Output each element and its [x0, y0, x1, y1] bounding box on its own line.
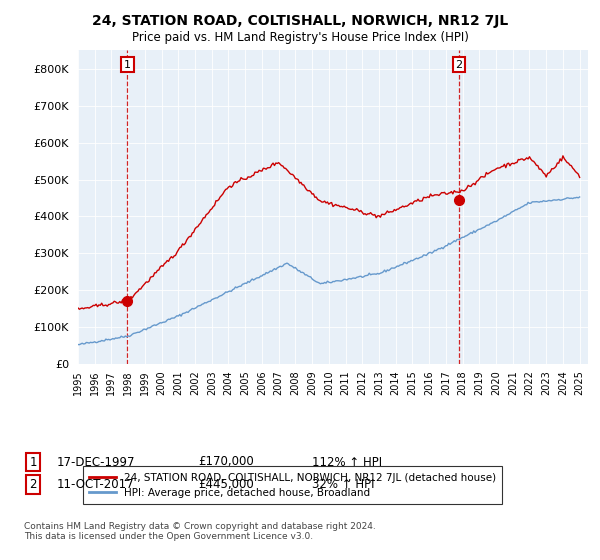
Text: 17-DEC-1997: 17-DEC-1997: [57, 455, 136, 469]
Legend: 24, STATION ROAD, COLTISHALL, NORWICH, NR12 7JL (detached house), HPI: Average p: 24, STATION ROAD, COLTISHALL, NORWICH, N…: [83, 466, 502, 504]
Text: 24, STATION ROAD, COLTISHALL, NORWICH, NR12 7JL: 24, STATION ROAD, COLTISHALL, NORWICH, N…: [92, 14, 508, 28]
Text: 32% ↑ HPI: 32% ↑ HPI: [312, 478, 374, 491]
Text: 1: 1: [29, 455, 37, 469]
Text: Contains HM Land Registry data © Crown copyright and database right 2024.
This d: Contains HM Land Registry data © Crown c…: [24, 522, 376, 542]
Text: 112% ↑ HPI: 112% ↑ HPI: [312, 455, 382, 469]
Text: Price paid vs. HM Land Registry's House Price Index (HPI): Price paid vs. HM Land Registry's House …: [131, 31, 469, 44]
Text: 11-OCT-2017: 11-OCT-2017: [57, 478, 134, 491]
Text: £445,000: £445,000: [198, 478, 254, 491]
Text: £170,000: £170,000: [198, 455, 254, 469]
Text: 2: 2: [29, 478, 37, 491]
Text: 2: 2: [455, 59, 463, 69]
Text: 1: 1: [124, 59, 131, 69]
